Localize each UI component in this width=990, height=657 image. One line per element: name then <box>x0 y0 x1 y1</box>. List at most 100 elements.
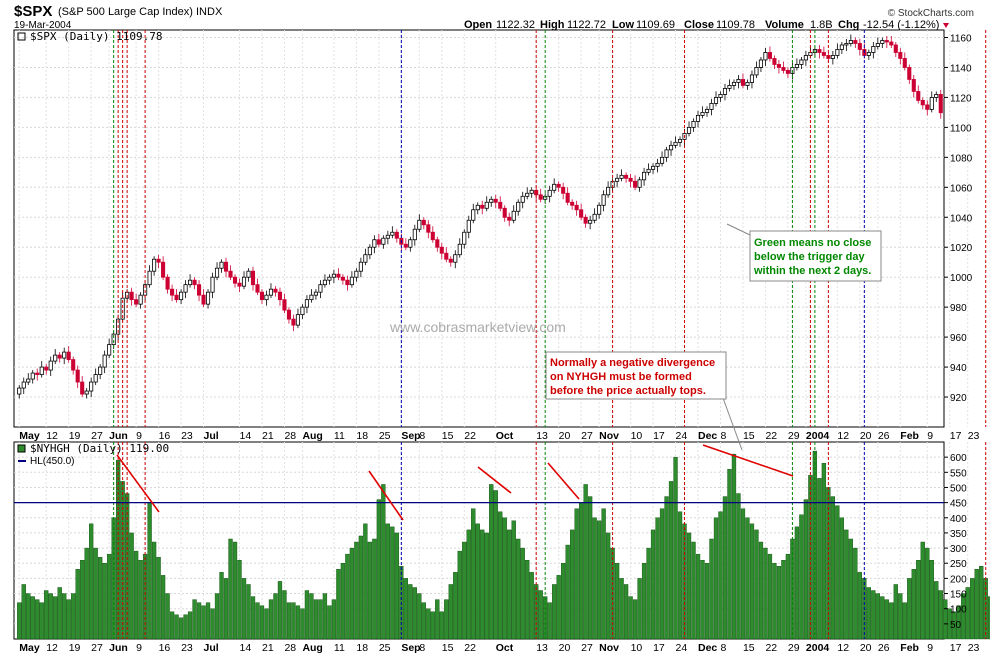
nyhgh-bar <box>439 611 444 640</box>
candle-body <box>772 58 777 65</box>
candle-body <box>448 258 453 263</box>
x-tick-label: Aug <box>302 430 322 442</box>
nyhgh-bar <box>381 484 386 640</box>
nyhgh-bar <box>817 478 822 640</box>
chg-value: -12.54 (-1.12%) <box>863 19 939 31</box>
candle-body <box>916 91 921 101</box>
nyhgh-bar <box>322 593 328 640</box>
nyhgh-bar <box>435 599 440 640</box>
candle-body <box>327 276 332 281</box>
y-tick-label: 1000 <box>950 273 973 284</box>
candle-body <box>637 179 642 188</box>
nyhgh-bar <box>349 547 355 640</box>
x-tick-label: 23 <box>181 430 193 442</box>
candle-body <box>152 258 157 272</box>
green-note-line: within the next 2 days. <box>753 265 871 277</box>
candle-body <box>80 381 85 395</box>
nyhgh-bar <box>300 608 305 640</box>
candle-body <box>201 294 206 305</box>
x-tick-label: 27 <box>91 642 103 654</box>
red-note-line: on NYHGH must be formed <box>550 371 692 383</box>
x-tick-label: 17 <box>653 642 665 654</box>
x-tick-label: 25 <box>379 430 391 442</box>
divergence-line <box>116 454 160 513</box>
open-value: 1122.32 <box>496 19 535 31</box>
divergence-line <box>547 462 580 500</box>
nyhgh-bar <box>767 553 773 640</box>
symbol-name: (S&P 500 Large Cap Index) INDX <box>58 6 223 18</box>
y-tick-label: 980 <box>950 303 967 314</box>
nyhgh-bar <box>286 602 292 640</box>
quote-date: 19-Mar-2004 <box>14 20 72 31</box>
x-tick-label: 18 <box>356 642 368 654</box>
x-tick-label: 15 <box>743 642 755 654</box>
nyhgh-bar <box>880 596 885 640</box>
nyhgh-bar <box>62 593 67 640</box>
x-tick-label: 15 <box>442 430 454 442</box>
y-tick-label: 250 <box>950 559 967 570</box>
candle-body <box>304 299 309 308</box>
nyhgh-bar <box>668 481 674 640</box>
candle-body <box>192 279 197 286</box>
candle-body <box>880 40 885 44</box>
candle-body <box>727 85 732 89</box>
x-tick-label: May <box>19 430 40 442</box>
event-lines <box>113 30 987 639</box>
candle-body <box>898 52 903 59</box>
candle-body <box>889 41 894 46</box>
nyhgh-bar <box>799 514 804 640</box>
candle-body <box>295 314 300 326</box>
nyhgh-bar <box>646 547 651 640</box>
nyhgh-bar <box>138 560 143 640</box>
nyhgh-bar <box>412 587 417 640</box>
nyhgh-bar <box>17 602 22 640</box>
x-tick-label: 21 <box>262 642 274 654</box>
nyhgh-bar <box>174 614 179 640</box>
candle-body <box>938 94 943 114</box>
candle-body <box>745 82 750 86</box>
nyhgh-bar <box>511 520 516 640</box>
x-tick-label: 17 <box>950 430 962 442</box>
nyhgh-bar <box>835 505 840 640</box>
nyhgh-bar <box>623 584 629 640</box>
candle-body <box>318 284 323 293</box>
candle-body <box>677 138 683 143</box>
nyhgh-bar <box>282 590 287 640</box>
x-tick-label: 2004 <box>806 642 830 654</box>
nyhgh-bar <box>893 584 898 640</box>
nyhgh-bar <box>561 563 566 640</box>
nyhgh-bar <box>677 511 683 640</box>
nyhgh-bar <box>57 587 62 640</box>
candle-body <box>430 231 435 241</box>
candle-body <box>107 344 112 356</box>
nyhgh-bar <box>35 599 40 640</box>
x-tick-label: 10 <box>631 430 643 442</box>
nyhgh-bar <box>102 563 107 640</box>
nyhgh-bar <box>929 560 934 640</box>
nyhgh-bar <box>650 529 656 640</box>
candle-body <box>345 279 350 286</box>
candle-body <box>417 219 422 230</box>
x-tick-label: 28 <box>284 642 296 654</box>
nyhgh-bar <box>196 602 202 640</box>
candle-body <box>484 201 489 209</box>
y-tick-label: 1080 <box>950 153 973 164</box>
candle-body <box>71 359 76 371</box>
candle-body <box>322 279 327 286</box>
candle-body <box>62 351 67 359</box>
nyhgh-bar <box>776 566 782 640</box>
watermark: www.cobrasmarketview.com <box>389 319 566 335</box>
candle-body <box>98 366 103 375</box>
candle-body <box>381 237 386 245</box>
x-tick-label: 17 <box>950 642 962 654</box>
candle-body <box>223 261 229 272</box>
nyhgh-bar <box>107 553 112 640</box>
nyhgh-bar <box>291 602 296 640</box>
nyhgh-bar <box>794 526 800 640</box>
nyhgh-bar <box>664 496 669 640</box>
nyhgh-bar <box>39 602 44 640</box>
candle-body <box>147 270 152 286</box>
candle-body <box>313 291 318 296</box>
candle-body <box>794 64 799 68</box>
nyhgh-bar <box>219 572 224 640</box>
